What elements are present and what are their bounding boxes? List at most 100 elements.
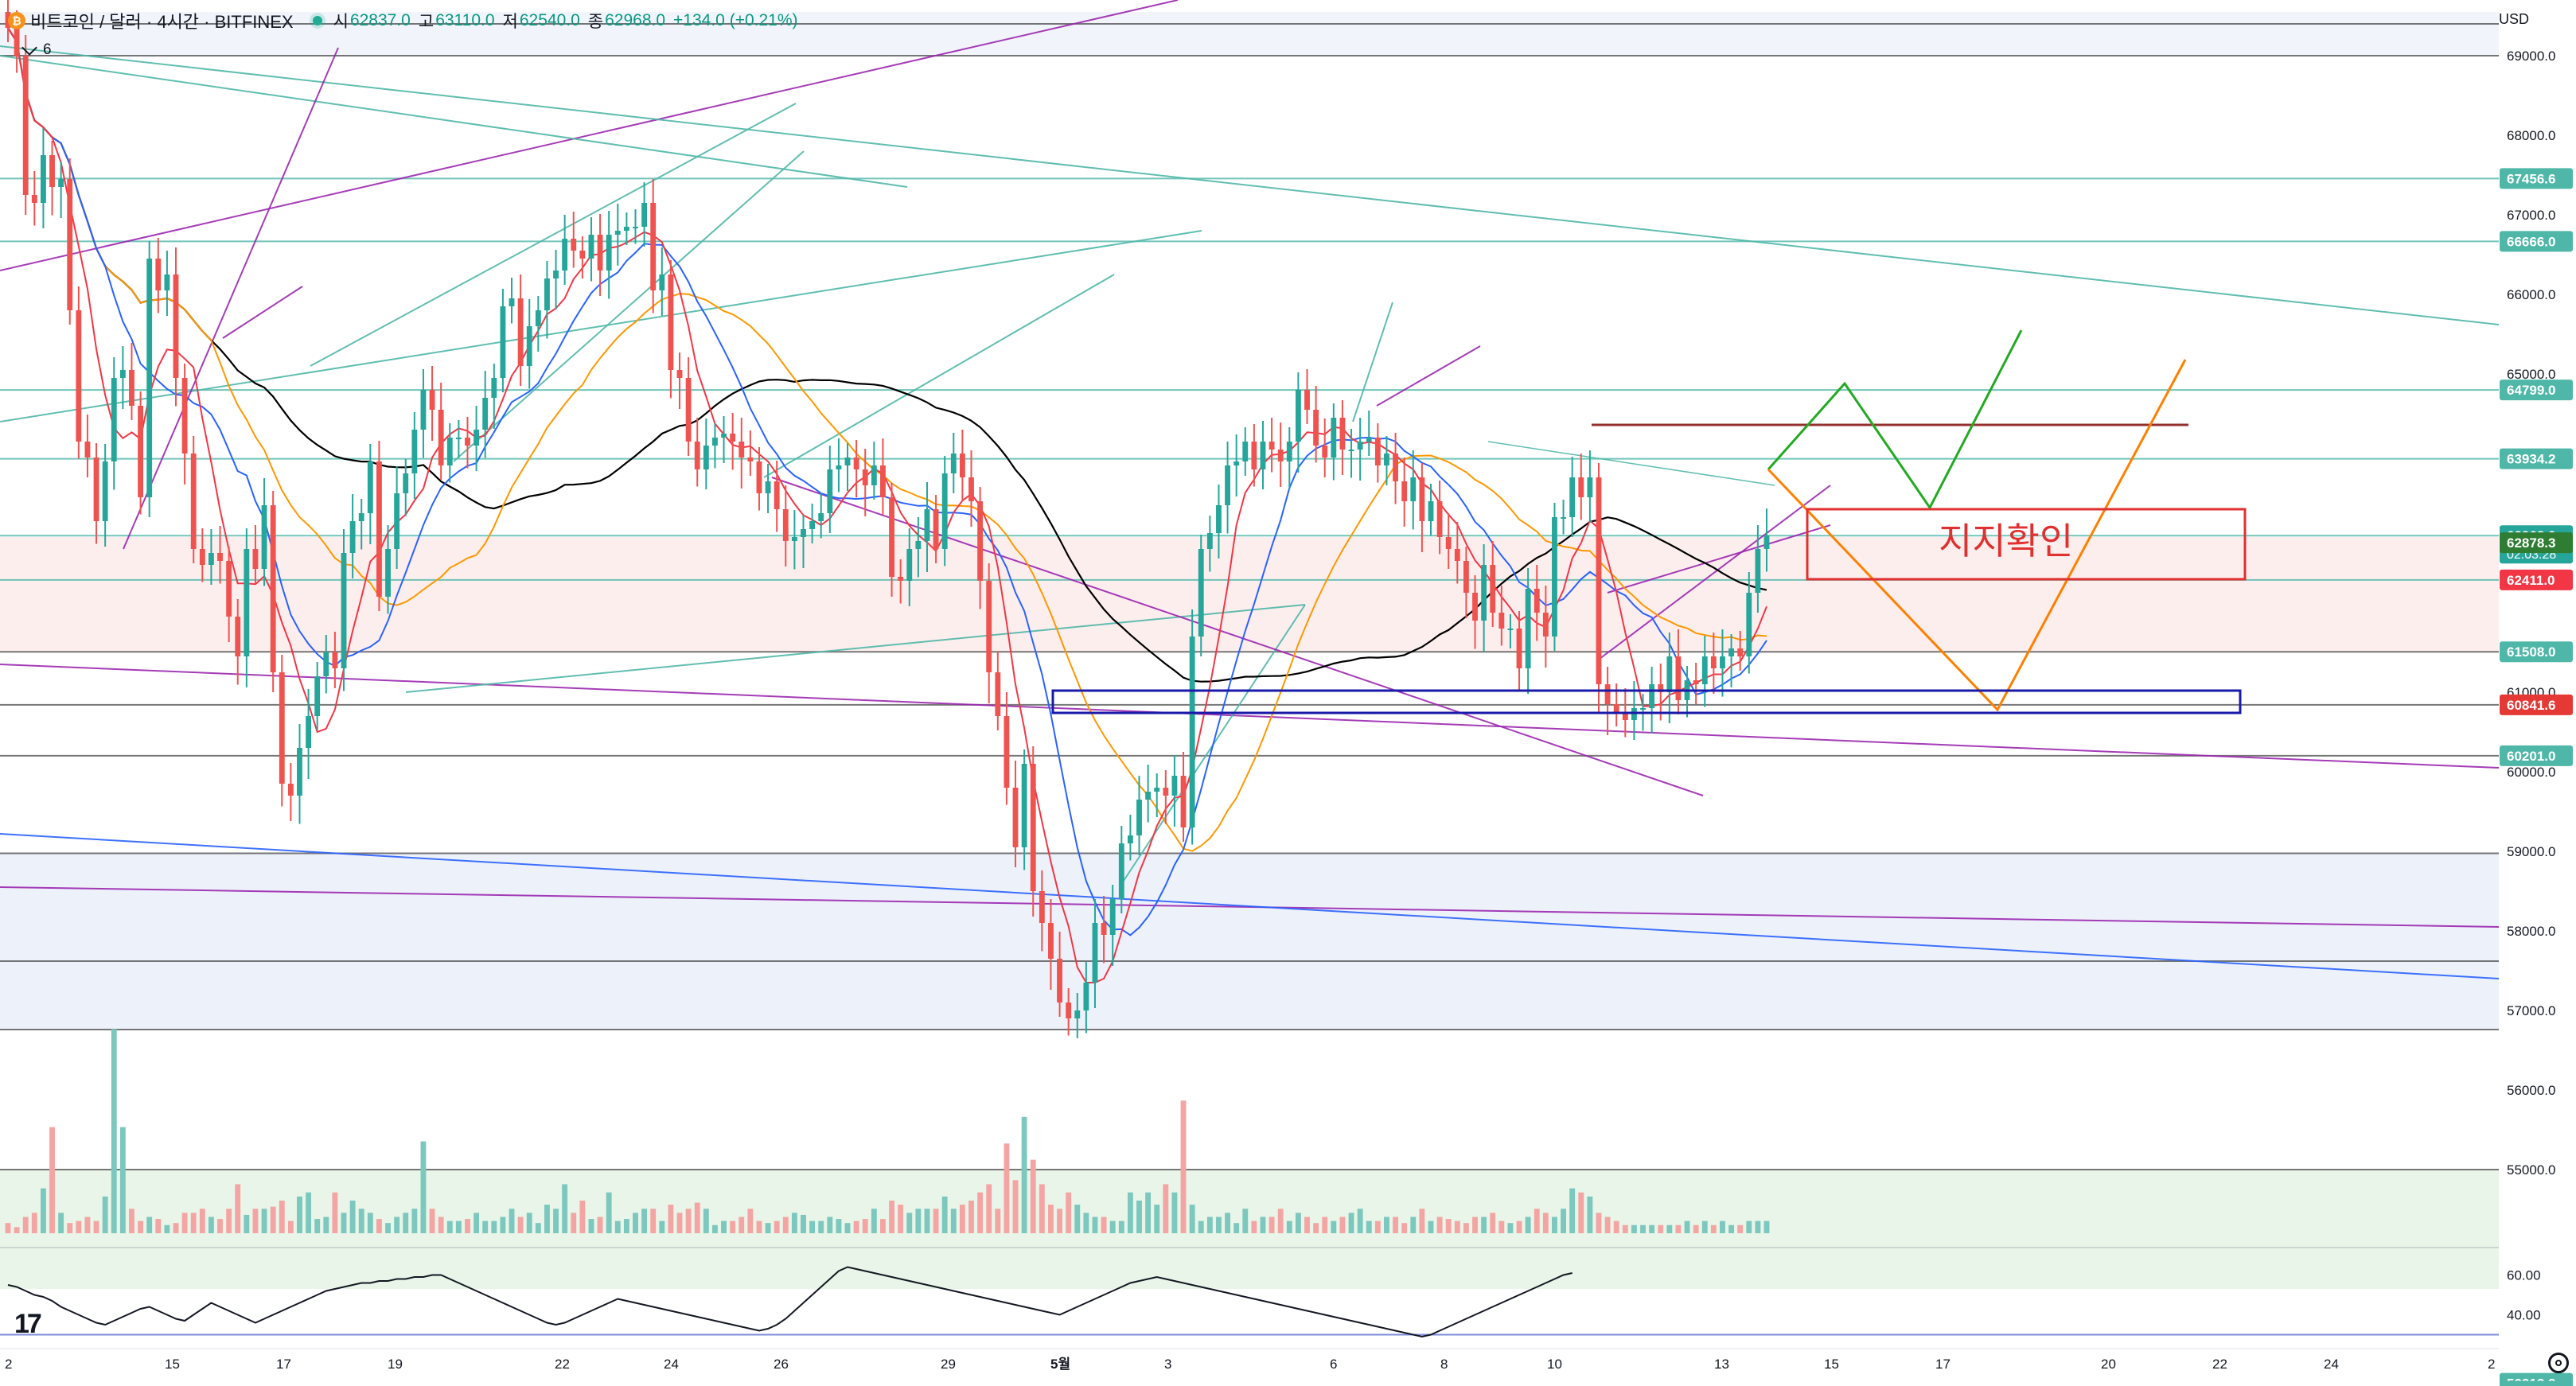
candle-body <box>1206 533 1213 549</box>
support-confirm-label: 지지확인 <box>1939 520 2074 563</box>
volume-bar <box>1206 1217 1213 1233</box>
candle-body <box>1348 450 1354 451</box>
settings-gear-icon[interactable] <box>2548 1353 2569 1373</box>
candle-body <box>1666 656 1673 692</box>
candle-body <box>906 549 913 581</box>
volume-bar <box>933 1209 939 1233</box>
candle-body <box>1039 891 1045 923</box>
price-badge <box>2500 448 2573 469</box>
teal-trendline <box>405 604 1306 693</box>
low-value: 62540.0 <box>519 11 580 29</box>
price-badge-label: 52214.0 <box>2507 1384 2555 1386</box>
volume-bar <box>138 1221 144 1233</box>
ma-fast-line <box>7 27 1767 983</box>
tradingview-logo-icon[interactable]: 17 <box>14 1309 42 1339</box>
candle-body <box>403 473 409 493</box>
candle-body <box>1534 589 1540 613</box>
volume-bar <box>332 1192 338 1233</box>
candle-body <box>1066 1003 1072 1018</box>
candle-body <box>924 509 930 541</box>
candle-body <box>474 430 480 446</box>
volume-bar <box>1083 1213 1089 1233</box>
teal-trendline <box>0 55 908 188</box>
candle-body <box>1092 923 1098 983</box>
volume-bar <box>252 1209 259 1233</box>
candle-body <box>1490 565 1496 613</box>
candle-body <box>1728 648 1735 656</box>
candle-body <box>933 509 939 549</box>
volume-bar <box>1720 1221 1725 1233</box>
price-badge <box>2500 168 2573 189</box>
volume-bar <box>747 1209 754 1233</box>
teal-trendline <box>310 103 797 367</box>
x-tick-label: 24 <box>664 1357 679 1372</box>
candle-body <box>1445 537 1452 549</box>
volume-bar <box>694 1202 700 1233</box>
volume-bar <box>641 1209 648 1233</box>
volume-bar <box>614 1221 621 1233</box>
demand-zone <box>0 1170 2499 1289</box>
candle-body <box>1507 629 1514 630</box>
candle-body <box>685 378 692 442</box>
candle-body <box>1393 454 1398 481</box>
candle-body <box>138 406 144 497</box>
candle-body <box>791 537 797 541</box>
chart-header: ₿ 비트코인 / 달러 · 4시간 · BITFINEX 시 62837.0 고… <box>0 0 798 41</box>
change-value: +134.0 (+0.21%) <box>673 11 798 29</box>
volume-bar <box>1561 1209 1566 1233</box>
volume-bar <box>376 1219 382 1233</box>
volume-bar <box>1242 1209 1249 1233</box>
volume-bar <box>544 1205 550 1233</box>
x-tick-label: 3 <box>1164 1357 1171 1372</box>
candle-body <box>853 457 859 469</box>
volume-bar <box>1154 1205 1160 1233</box>
candle-body <box>1083 983 1089 1010</box>
x-tick-label: 19 <box>388 1357 403 1372</box>
chevron-down-icon[interactable] <box>21 40 37 56</box>
candle-body <box>1357 442 1363 450</box>
candle-body <box>270 505 276 672</box>
candle-body <box>226 561 232 617</box>
x-tick-label: 15 <box>1824 1357 1839 1372</box>
candle-body <box>119 370 126 378</box>
volume-bar <box>1030 1159 1036 1233</box>
volume-bar <box>1225 1213 1230 1233</box>
symbol-title[interactable]: 비트코인 / 달러 · 4시간 · BITFINEX <box>30 12 294 32</box>
volume-bar <box>181 1213 188 1233</box>
volume-bar <box>1074 1205 1081 1233</box>
volume-bar <box>306 1192 312 1233</box>
volume-bar <box>1066 1192 1072 1233</box>
candle-body <box>1463 561 1469 593</box>
candle-body <box>818 513 824 521</box>
volume-bar <box>1269 1217 1275 1233</box>
volume-bar <box>1163 1184 1169 1233</box>
volume-bar <box>1640 1224 1646 1233</box>
y-tick-label: 60000.0 <box>2507 765 2555 780</box>
candle-body <box>1242 442 1249 461</box>
volume-bar <box>1145 1192 1152 1233</box>
indicator-toggle[interactable]: 6 <box>21 40 52 59</box>
volume-bar <box>1357 1209 1363 1233</box>
open-value: 62837.0 <box>349 11 411 29</box>
candle-body <box>1604 684 1611 704</box>
candle-body <box>844 457 851 465</box>
currency-label[interactable]: USD <box>2499 11 2530 27</box>
volume-bar <box>1039 1184 1045 1233</box>
volume-bar <box>429 1209 435 1233</box>
candle-body <box>155 259 162 290</box>
candle-body <box>571 239 577 251</box>
x-tick-label: 26 <box>774 1357 789 1372</box>
volume-bar <box>1410 1217 1417 1233</box>
volume-bar <box>836 1219 842 1233</box>
volume-bar <box>420 1141 427 1233</box>
top-zone <box>0 12 2499 56</box>
volume-bar <box>129 1209 134 1233</box>
low-label: 저 <box>502 13 518 31</box>
volume-bar <box>1472 1217 1478 1233</box>
volume-bar <box>765 1223 771 1233</box>
x-tick-label: 8 <box>1440 1357 1448 1372</box>
candle-body <box>252 549 259 569</box>
candle-body <box>1436 501 1443 537</box>
price-badge <box>2500 532 2573 554</box>
